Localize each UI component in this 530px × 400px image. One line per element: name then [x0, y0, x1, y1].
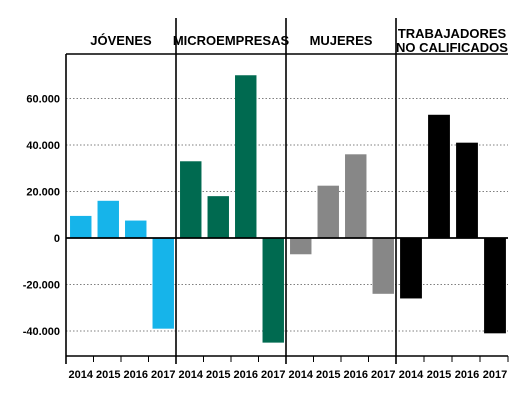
- x-tick-label: 2016: [344, 369, 368, 381]
- panel-title: NO CALIFICADOS: [396, 40, 508, 55]
- panel-title: TRABAJADORES: [398, 26, 507, 41]
- bar: [180, 161, 202, 238]
- bar: [428, 114, 450, 238]
- x-tick-label: 2015: [206, 369, 230, 381]
- x-tick-label: 2015: [427, 369, 451, 381]
- x-tick-label: 2016: [234, 369, 258, 381]
- x-tick-label: 2014: [179, 369, 204, 381]
- x-tick-label: 2016: [455, 369, 479, 381]
- x-tick-label: 2014: [399, 369, 424, 381]
- y-tick-label: -20.000: [23, 280, 60, 292]
- bar: [456, 142, 478, 238]
- bar: [152, 238, 174, 329]
- x-tick-label: 2015: [96, 369, 120, 381]
- bars: [70, 75, 506, 343]
- panel-title: MICROEMPRESAS: [173, 33, 290, 48]
- bar: [484, 238, 506, 334]
- x-tick-label: 2014: [289, 369, 314, 381]
- axes: [65, 18, 509, 364]
- y-tick-label: 60.000: [26, 94, 60, 106]
- bar: [97, 200, 119, 238]
- bar: [400, 238, 422, 299]
- bar: [372, 238, 394, 294]
- y-tick-label: -40.000: [23, 326, 60, 338]
- bar: [70, 215, 92, 238]
- bar: [262, 238, 284, 343]
- bar: [317, 185, 339, 238]
- x-tick-label: 2017: [371, 369, 395, 381]
- y-tick-label: 40.000: [26, 140, 60, 152]
- x-tick-label: 2016: [124, 369, 148, 381]
- y-tick-label: 20.000: [26, 187, 60, 199]
- panel-title: JÓVENES: [90, 33, 152, 48]
- bar: [235, 75, 257, 238]
- y-tick-label: 0: [54, 233, 60, 245]
- panel-title: MUJERES: [310, 33, 373, 48]
- bar: [290, 238, 312, 255]
- bar: [207, 196, 229, 238]
- x-tick-label: 2015: [316, 369, 340, 381]
- bar: [345, 154, 367, 238]
- bar: [125, 220, 147, 238]
- x-tick-label: 2017: [483, 369, 507, 381]
- x-tick-label: 2017: [261, 369, 285, 381]
- labels: 60.000 40.000 20.000 0 -20.000 -40.000 JÓVENES…: [23, 26, 509, 381]
- x-tick-label: 2017: [151, 369, 175, 381]
- x-tick-label: 2014: [69, 369, 94, 381]
